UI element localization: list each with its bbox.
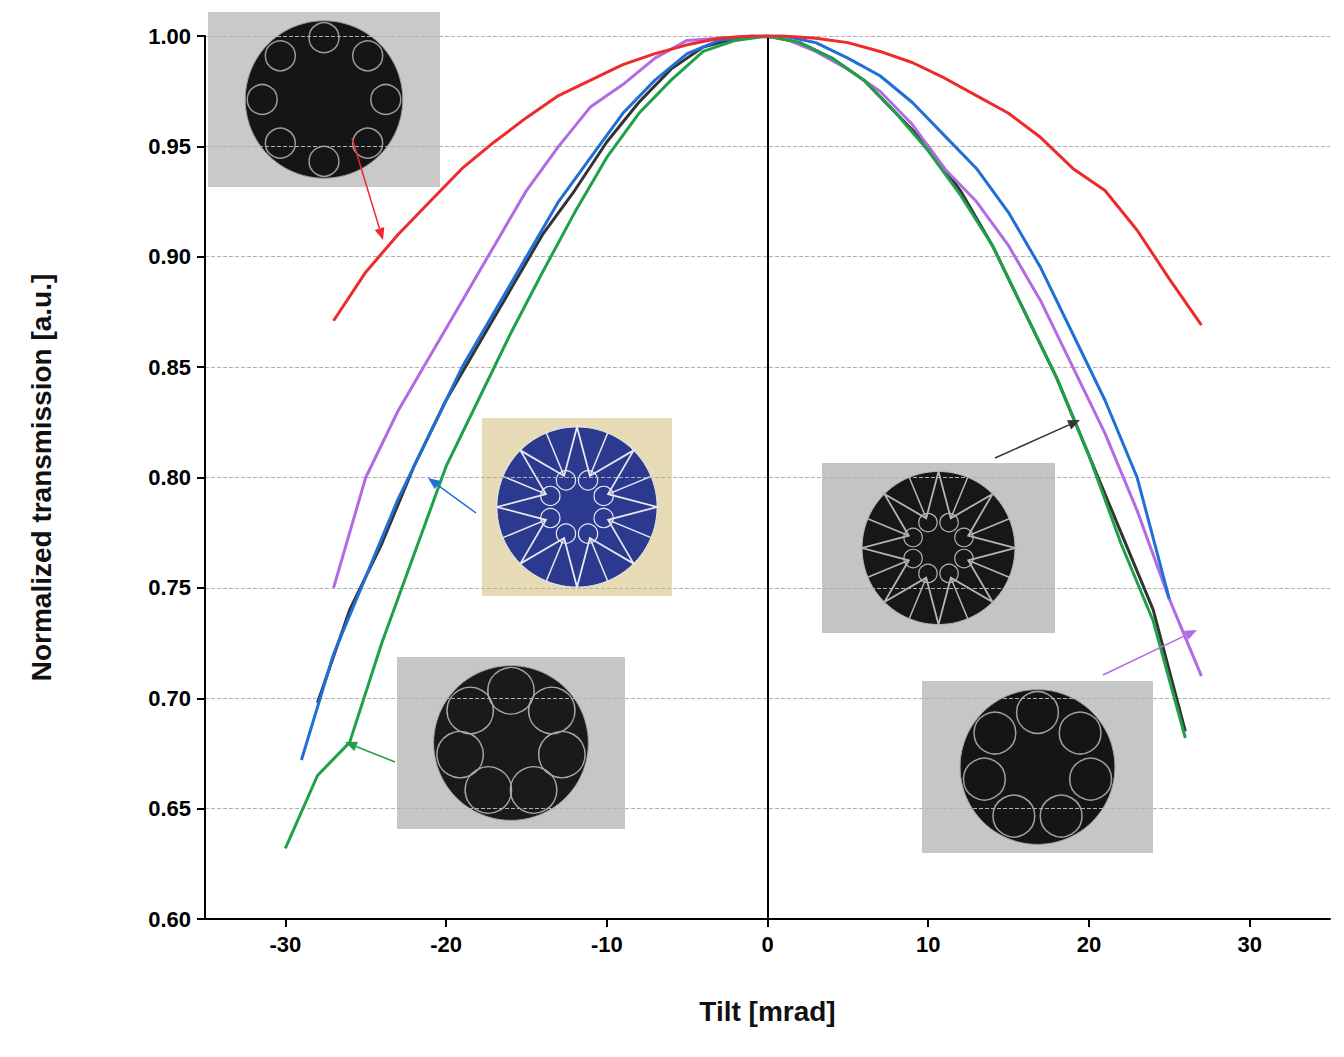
svg-text:Tilt [mrad]: Tilt [mrad] (699, 996, 835, 1027)
svg-text:Normalized transmission [a.u.]: Normalized transmission [a.u.] (26, 274, 57, 682)
svg-text:-30: -30 (269, 932, 301, 957)
svg-text:0.60: 0.60 (148, 907, 191, 932)
svg-text:0: 0 (761, 932, 773, 957)
svg-text:20: 20 (1077, 932, 1101, 957)
svg-text:1.00: 1.00 (148, 24, 191, 49)
svg-text:0.90: 0.90 (148, 244, 191, 269)
svg-text:30: 30 (1237, 932, 1261, 957)
svg-text:0.70: 0.70 (148, 686, 191, 711)
svg-text:0.80: 0.80 (148, 465, 191, 490)
svg-text:10: 10 (916, 932, 940, 957)
svg-text:0.95: 0.95 (148, 134, 191, 159)
svg-text:0.85: 0.85 (148, 355, 191, 380)
svg-text:-10: -10 (591, 932, 623, 957)
svg-text:0.65: 0.65 (148, 796, 191, 821)
svg-text:-20: -20 (430, 932, 462, 957)
svg-text:0.75: 0.75 (148, 575, 191, 600)
